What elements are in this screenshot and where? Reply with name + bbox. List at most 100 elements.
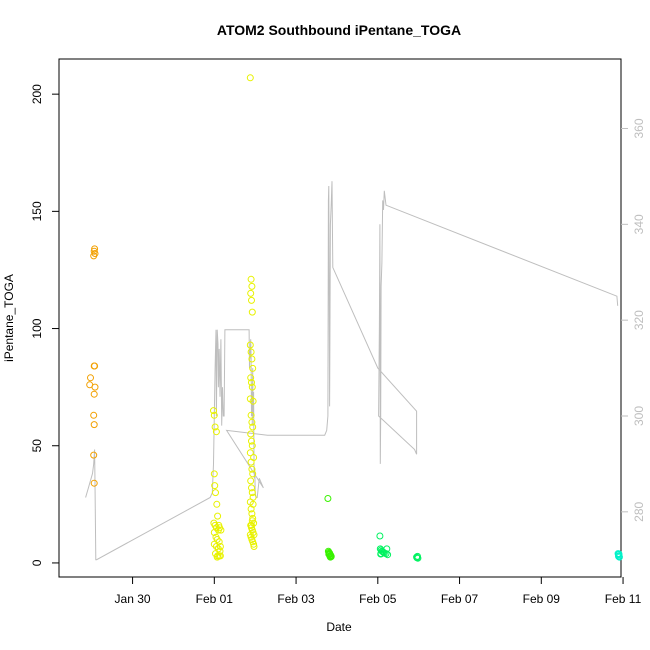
data-point: [90, 451, 98, 459]
data-point: [211, 423, 219, 431]
data-point: [211, 482, 219, 490]
x-tick-label: Feb 07: [441, 592, 479, 606]
y2-line-layer: [85, 181, 619, 561]
data-point: [91, 362, 99, 370]
data-point: [210, 470, 218, 478]
data-point: [214, 512, 222, 520]
data-point: [246, 341, 254, 349]
data-point: [248, 308, 256, 316]
x-axis-label: Date: [326, 620, 352, 634]
data-point: [246, 449, 254, 457]
data-point: [248, 296, 255, 304]
y-tick-label: 200: [30, 84, 44, 104]
data-point: [247, 458, 255, 466]
data-point: [377, 550, 385, 558]
x-tick-label: Feb 09: [523, 592, 561, 606]
data-point: [615, 550, 623, 558]
data-point: [217, 526, 225, 534]
points-layer: [86, 74, 623, 562]
data-point: [249, 500, 257, 508]
series-3: [376, 532, 422, 562]
chart-title: ATOM2 Southbound iPentane_TOGA: [217, 22, 461, 38]
y-tick-label: 150: [30, 201, 44, 221]
y2-tick-label: 360: [632, 118, 646, 138]
data-point: [414, 554, 422, 562]
data-point: [327, 553, 335, 561]
data-point: [376, 532, 384, 540]
data-point: [87, 374, 94, 382]
data-point: [91, 383, 99, 391]
data-point: [247, 411, 255, 419]
data-point: [249, 423, 257, 431]
y2-tick-label: 300: [632, 406, 646, 426]
data-point: [210, 411, 218, 419]
data-point: [90, 411, 98, 419]
data-point: [248, 437, 255, 445]
y-tick-label: 50: [30, 439, 44, 453]
y-axis: 0 50 100 150 200: [30, 84, 59, 566]
y-axis-label: iPentane_TOGA: [2, 274, 16, 362]
data-point: [90, 421, 98, 429]
data-point: [212, 428, 220, 436]
data-point: [324, 495, 332, 502]
data-point: [210, 540, 218, 548]
x-tick-label: Feb 03: [277, 592, 315, 606]
data-point: [213, 500, 221, 508]
data-point: [248, 465, 256, 473]
data-point: [249, 397, 257, 405]
data-point: [91, 245, 99, 253]
data-point: [615, 553, 623, 561]
data-point: [247, 289, 255, 297]
data-point: [246, 74, 254, 82]
data-point: [247, 505, 255, 513]
data-point: [248, 517, 256, 525]
data-point: [248, 489, 256, 497]
y2-series-line: [85, 181, 619, 561]
series-4: [614, 550, 623, 561]
plot-frame: [58, 58, 622, 578]
data-point: [248, 379, 255, 386]
series-1: [210, 74, 258, 561]
y2-tick-label: 280: [632, 501, 646, 521]
data-point: [210, 529, 218, 536]
y2-axis: 280 300 320 340 360: [621, 118, 646, 522]
x-tick-label: Jan 30: [115, 592, 151, 606]
x-tick-label: Feb 05: [359, 592, 397, 606]
data-point: [247, 374, 255, 382]
x-tick-label: Feb 01: [196, 592, 234, 606]
y-tick-label: 100: [30, 318, 44, 338]
data-point: [90, 390, 98, 398]
data-point: [213, 553, 221, 561]
data-point: [384, 551, 392, 559]
data-point: [249, 470, 257, 478]
data-point: [247, 430, 255, 438]
y-tick-label: 0: [30, 559, 44, 566]
data-point: [216, 543, 224, 550]
data-point: [248, 510, 256, 518]
data-point: [382, 550, 390, 558]
data-point: [90, 479, 98, 487]
data-point: [248, 282, 256, 290]
x-axis: Jan 30 Feb 01 Feb 03 Feb 05 Feb 07 Feb 09 Feb …: [115, 577, 642, 606]
data-point: [212, 489, 219, 497]
data-point: [325, 551, 333, 558]
data-point: [250, 543, 258, 550]
data-point: [248, 383, 256, 391]
data-point: [250, 531, 258, 539]
y2-tick-label: 320: [632, 310, 646, 330]
data-point: [91, 250, 99, 257]
data-point: [210, 407, 217, 415]
data-point: [248, 442, 256, 450]
data-point: [247, 477, 255, 485]
data-point: [248, 484, 255, 492]
data-point: [247, 275, 255, 283]
series-0: [86, 245, 99, 487]
data-point: [249, 364, 257, 372]
data-point: [248, 521, 255, 529]
y2-tick-label: 340: [632, 214, 646, 234]
series-2: [324, 495, 335, 561]
data-point: [248, 355, 256, 363]
data-point: [216, 552, 224, 560]
x-tick-label: Feb 11: [605, 592, 642, 606]
